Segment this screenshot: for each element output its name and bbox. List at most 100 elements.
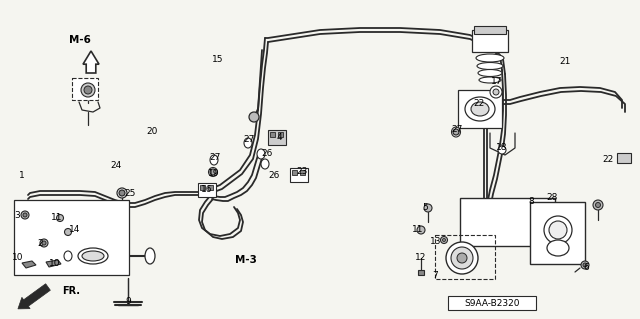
FancyArrow shape <box>18 284 51 309</box>
Text: S9AA-B2320: S9AA-B2320 <box>464 299 520 308</box>
Ellipse shape <box>21 211 29 219</box>
Circle shape <box>249 112 259 122</box>
Bar <box>460 198 555 246</box>
Ellipse shape <box>479 77 501 83</box>
Circle shape <box>81 83 95 97</box>
Bar <box>617 153 631 163</box>
Text: 9: 9 <box>125 296 131 306</box>
Bar <box>268 130 286 145</box>
Bar <box>300 170 305 175</box>
Text: 14: 14 <box>69 226 81 234</box>
Bar <box>472 30 508 52</box>
Ellipse shape <box>549 221 567 239</box>
Ellipse shape <box>65 228 72 235</box>
Text: 12: 12 <box>415 254 427 263</box>
Bar <box>270 132 275 137</box>
Ellipse shape <box>244 138 252 148</box>
Text: 16: 16 <box>201 186 212 195</box>
Text: 7: 7 <box>432 271 438 279</box>
Text: 3: 3 <box>14 211 20 219</box>
Ellipse shape <box>465 97 495 121</box>
Ellipse shape <box>498 146 506 154</box>
Ellipse shape <box>145 248 155 264</box>
Ellipse shape <box>583 263 587 267</box>
Ellipse shape <box>593 200 603 210</box>
Ellipse shape <box>493 89 499 95</box>
Bar <box>14 200 129 275</box>
Text: 21: 21 <box>559 57 571 66</box>
Bar <box>200 185 205 190</box>
Bar <box>530 202 585 264</box>
Bar <box>474 26 506 34</box>
Bar <box>290 168 308 182</box>
Text: 27: 27 <box>243 136 255 145</box>
Circle shape <box>453 129 459 135</box>
Text: 10: 10 <box>12 254 24 263</box>
Bar <box>72 78 98 100</box>
Bar <box>435 235 495 279</box>
Polygon shape <box>46 260 61 267</box>
Ellipse shape <box>477 63 503 70</box>
Ellipse shape <box>581 261 589 269</box>
Text: 28: 28 <box>547 194 557 203</box>
Text: M-6: M-6 <box>69 35 91 45</box>
Text: 2: 2 <box>37 239 43 248</box>
Text: 11: 11 <box>51 212 63 221</box>
Polygon shape <box>22 261 36 268</box>
Ellipse shape <box>82 251 104 261</box>
Ellipse shape <box>446 242 478 274</box>
Text: 27: 27 <box>209 153 221 162</box>
Circle shape <box>84 86 92 94</box>
Ellipse shape <box>257 149 265 159</box>
Circle shape <box>210 169 216 175</box>
Ellipse shape <box>451 127 461 137</box>
Text: 27: 27 <box>451 125 463 135</box>
Text: 19: 19 <box>208 168 220 177</box>
Ellipse shape <box>440 236 447 243</box>
Ellipse shape <box>64 251 72 261</box>
Text: 20: 20 <box>147 127 157 136</box>
Polygon shape <box>83 51 99 73</box>
Ellipse shape <box>595 203 600 207</box>
Ellipse shape <box>117 188 127 198</box>
Text: 23: 23 <box>296 167 308 176</box>
Ellipse shape <box>23 213 27 217</box>
Bar <box>458 90 502 128</box>
Ellipse shape <box>210 155 218 165</box>
Ellipse shape <box>56 214 63 221</box>
Bar <box>208 185 213 190</box>
Text: 4: 4 <box>276 132 282 142</box>
Ellipse shape <box>457 253 467 263</box>
Text: 17: 17 <box>492 78 503 86</box>
Ellipse shape <box>78 248 108 264</box>
Text: M-3: M-3 <box>235 255 257 265</box>
Bar <box>448 296 536 310</box>
Text: 24: 24 <box>110 160 122 169</box>
Ellipse shape <box>490 86 502 98</box>
Polygon shape <box>418 270 424 275</box>
Text: FR.: FR. <box>62 286 80 296</box>
Ellipse shape <box>451 247 473 269</box>
Text: 13: 13 <box>430 238 442 247</box>
Ellipse shape <box>261 159 269 169</box>
Text: 22: 22 <box>602 155 614 165</box>
Bar <box>278 132 283 137</box>
Ellipse shape <box>417 226 425 234</box>
Bar <box>198 183 216 197</box>
Ellipse shape <box>476 54 504 62</box>
Text: 8: 8 <box>528 197 534 206</box>
Ellipse shape <box>478 70 502 77</box>
Ellipse shape <box>544 216 572 244</box>
Text: 15: 15 <box>212 56 224 64</box>
Circle shape <box>119 190 125 196</box>
Text: 18: 18 <box>496 144 508 152</box>
Ellipse shape <box>424 204 432 212</box>
Text: 5: 5 <box>422 203 428 211</box>
Text: 25: 25 <box>124 189 136 197</box>
Text: 22: 22 <box>474 99 484 108</box>
Ellipse shape <box>547 240 569 256</box>
Ellipse shape <box>442 239 445 241</box>
Text: 10: 10 <box>49 258 61 268</box>
Text: 6: 6 <box>583 263 589 271</box>
Text: 26: 26 <box>261 149 273 158</box>
